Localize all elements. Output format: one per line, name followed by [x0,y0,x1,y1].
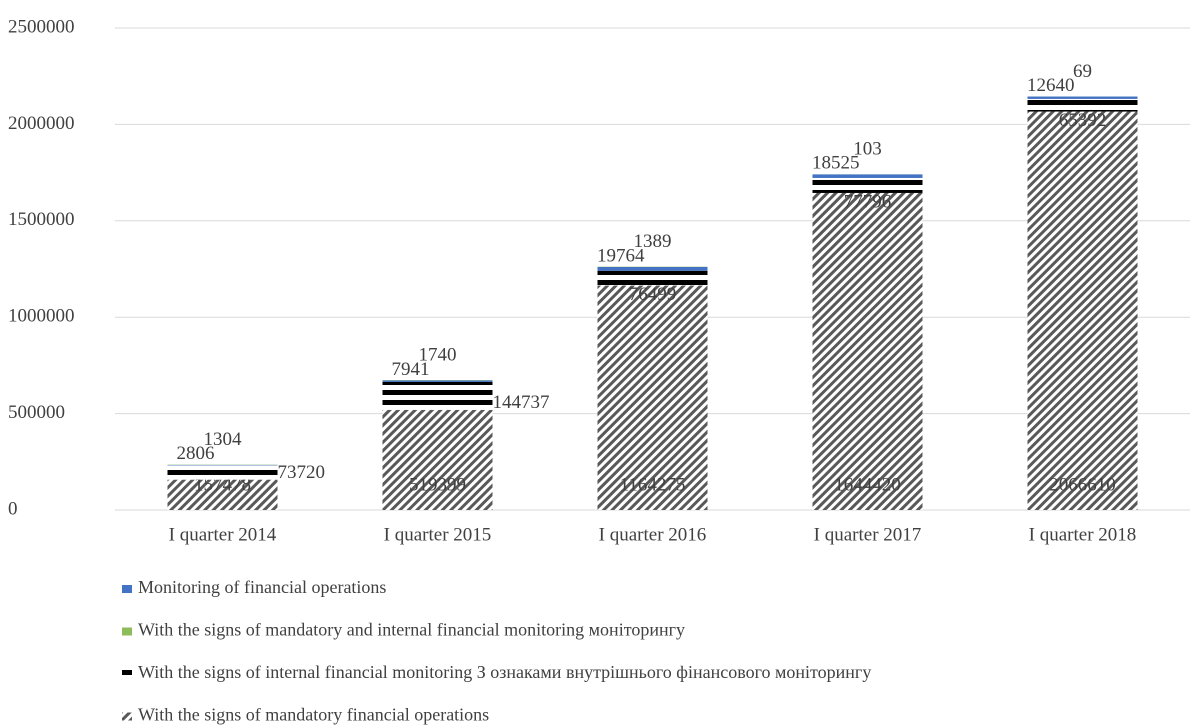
bar-segment [167,464,278,466]
legend-marker [122,585,132,593]
data-label: 1389 [634,231,672,252]
data-label: 77796 [844,191,892,212]
bar-segment [1027,98,1138,112]
data-label: 519399 [409,474,466,495]
data-label: 76499 [629,284,677,305]
bar-segment [167,465,278,480]
bar-segment [382,381,493,410]
x-tick-label: I quarter 2016 [599,524,707,545]
y-tick-label: 500000 [8,402,65,423]
data-label: 1164275 [620,474,686,495]
data-label: 7941 [392,359,430,380]
data-label: 1304 [204,429,243,450]
y-tick-label: 2000000 [8,113,75,134]
x-tick-label: I quarter 2014 [169,524,277,545]
legend-label: With the signs of mandatory and internal… [138,620,685,640]
legend-marker [122,670,132,678]
data-label: 19764 [597,245,645,266]
legend-marker [122,627,132,636]
bar-segment [1027,96,1138,99]
y-tick-label: 1500000 [8,209,75,230]
data-label: 1740 [419,344,457,365]
bar-segment [382,380,493,382]
data-label: 2806 [177,443,215,464]
data-label: 103 [853,139,882,160]
x-tick-label: I quarter 2015 [384,524,492,545]
legend-label: With the signs of internal financial mon… [138,662,871,682]
y-tick-label: 0 [8,498,18,519]
data-label: 18525 [812,153,860,174]
data-label: 2066610 [1049,474,1116,495]
bar-segment [597,270,708,286]
bar-segment [382,409,493,510]
data-label: 73720 [278,462,326,483]
y-tick-label: 2500000 [8,16,75,37]
data-label: 65392 [1059,110,1107,131]
legend-label: With the signs of mandatory financial op… [138,705,489,725]
legend-marker [122,712,132,721]
data-label: 1644420 [834,474,901,495]
data-label: 69 [1073,61,1092,82]
bar-segment [812,177,923,193]
x-tick-label: I quarter 2017 [814,524,922,545]
bar-segment [167,479,278,510]
bar-segment [812,174,923,178]
legend-label: Monitoring of financial operations [138,577,386,597]
bar-segment [597,266,708,271]
bar-segment [812,192,923,511]
bar-segment [597,285,708,510]
x-tick-label: I quarter 2018 [1029,524,1137,545]
bar-segment [1027,111,1138,511]
data-label: 144737 [493,392,550,413]
y-tick-label: 1000000 [8,306,75,327]
data-label: 12640 [1027,75,1075,96]
